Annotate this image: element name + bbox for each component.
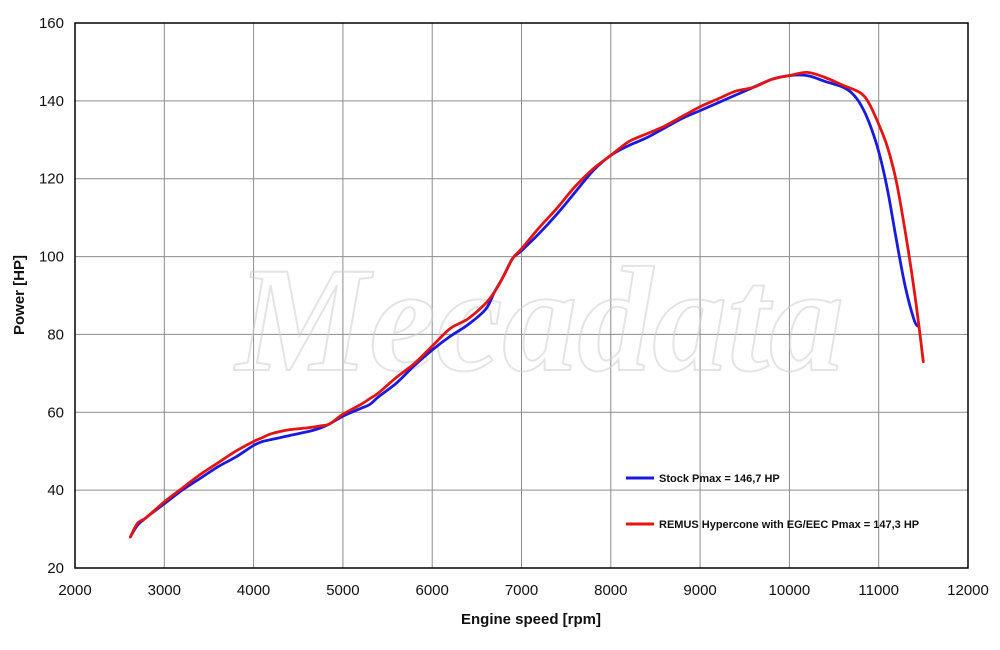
- x-tick-label: 6000: [416, 582, 449, 599]
- legend: Stock Pmax = 146,7 HP REMUS Hypercone wi…: [626, 473, 919, 531]
- y-tick-label: 20: [47, 560, 64, 577]
- legend-label-remus: REMUS Hypercone with EG/EEC Pmax = 147,3…: [659, 519, 919, 531]
- axis-ticks: 2000 3000 4000 5000 6000 7000 8000 9000 10000 110…: [39, 15, 989, 599]
- y-axis-title: Power [HP]: [11, 255, 28, 335]
- y-tick-label: 160: [39, 15, 64, 32]
- y-tick-label: 120: [39, 171, 64, 188]
- x-tick-label: 2000: [58, 582, 91, 599]
- y-tick-label: 140: [39, 93, 64, 110]
- x-tick-label: 7000: [505, 582, 538, 599]
- x-tick-label: 5000: [326, 582, 359, 599]
- y-tick-label: 40: [47, 482, 64, 499]
- y-tick-label: 80: [47, 326, 64, 343]
- x-tick-label: 3000: [148, 582, 181, 599]
- x-tick-label: 10000: [769, 582, 811, 599]
- watermark-text: Mecadata: [234, 237, 844, 403]
- x-tick-label: 12000: [947, 582, 989, 599]
- series-lines: [129, 70, 925, 539]
- legend-label-stock: Stock Pmax = 146,7 HP: [659, 473, 780, 485]
- plot-area: [74, 22, 969, 569]
- x-tick-label: 8000: [594, 582, 627, 599]
- y-tick-label: 100: [39, 249, 64, 266]
- y-tick-label: 60: [47, 404, 64, 421]
- remus-power-line: [129, 70, 925, 539]
- x-tick-label: 11000: [858, 582, 899, 599]
- x-axis-title: Engine speed [rpm]: [461, 611, 601, 628]
- x-tick-label: 4000: [237, 582, 270, 599]
- x-tick-label: 9000: [683, 582, 716, 599]
